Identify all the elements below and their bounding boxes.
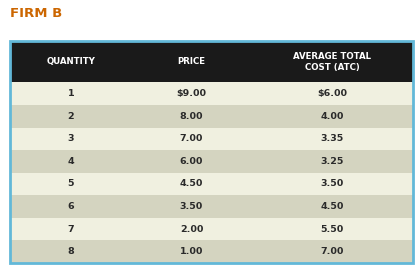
Text: 4.00: 4.00 [321, 112, 344, 121]
Text: 3.35: 3.35 [321, 134, 344, 143]
Text: 3.25: 3.25 [321, 157, 344, 166]
Text: 1.00: 1.00 [180, 247, 203, 256]
Text: 3.50: 3.50 [180, 202, 203, 211]
Text: QUANTITY: QUANTITY [47, 57, 95, 66]
Text: $6.00: $6.00 [317, 89, 347, 98]
Text: 8.00: 8.00 [180, 112, 203, 121]
Text: 6: 6 [67, 202, 74, 211]
Text: AVERAGE TOTAL
COST (ATC): AVERAGE TOTAL COST (ATC) [293, 52, 371, 72]
Text: 6.00: 6.00 [180, 157, 203, 166]
Text: 3.50: 3.50 [321, 179, 344, 189]
Text: 5.50: 5.50 [321, 225, 344, 234]
Text: 1: 1 [67, 89, 74, 98]
Text: 8: 8 [67, 247, 74, 256]
Text: PRICE: PRICE [178, 57, 205, 66]
Text: 3: 3 [67, 134, 74, 143]
Text: 5: 5 [67, 179, 74, 189]
Text: FIRM B: FIRM B [10, 7, 63, 20]
Text: 4.50: 4.50 [321, 202, 344, 211]
Text: 2: 2 [67, 112, 74, 121]
Text: $9.00: $9.00 [176, 89, 207, 98]
Text: 2.00: 2.00 [180, 225, 203, 234]
Text: 7: 7 [67, 225, 74, 234]
Text: 7.00: 7.00 [321, 247, 344, 256]
Text: 4: 4 [67, 157, 74, 166]
Text: 4.50: 4.50 [180, 179, 203, 189]
Text: 7.00: 7.00 [180, 134, 203, 143]
